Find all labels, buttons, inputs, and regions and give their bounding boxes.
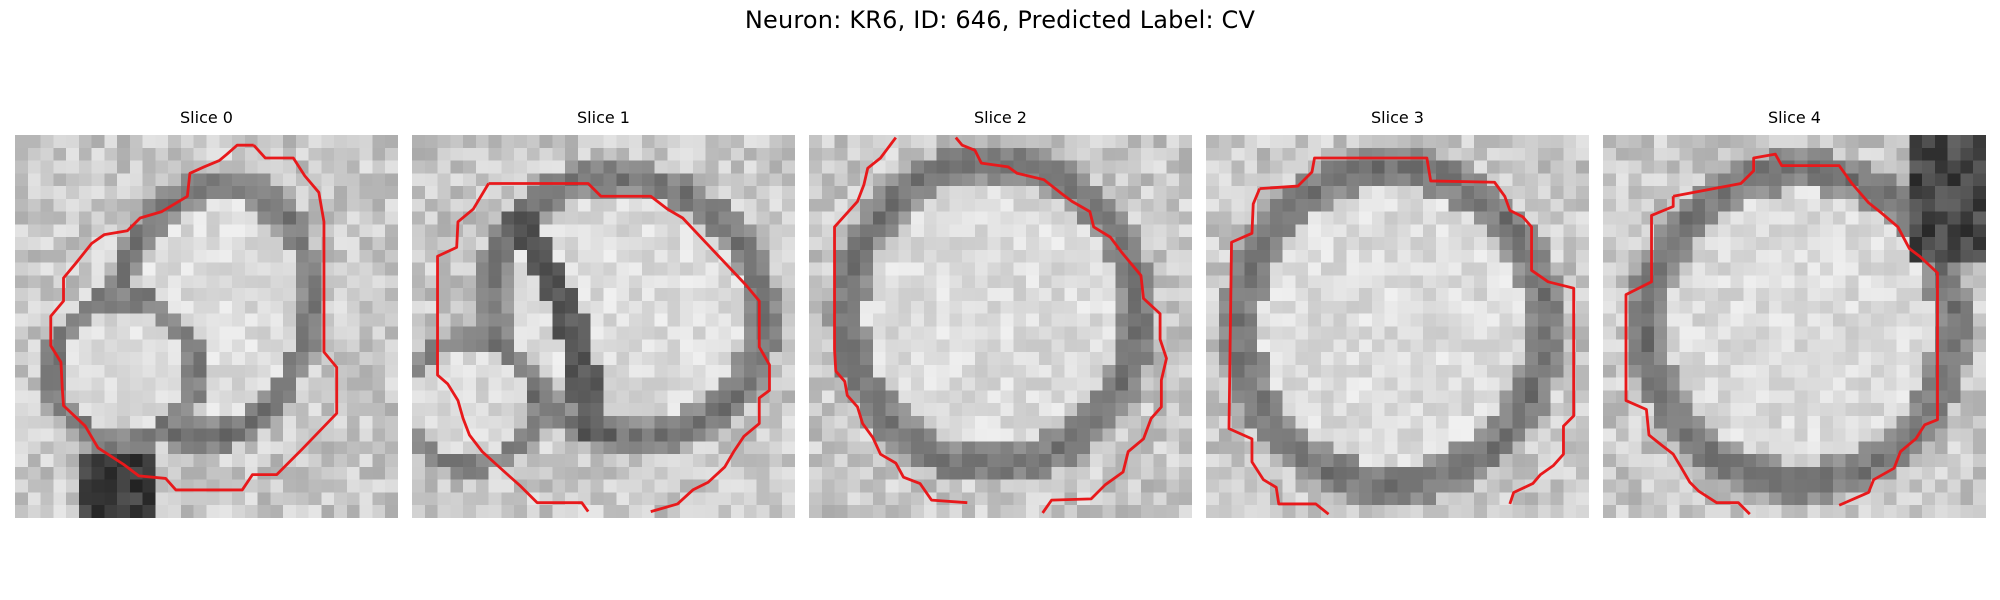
segmentation-contour [1259, 156, 1576, 505]
pixel-grid [809, 135, 1192, 518]
slice-title: Slice 3 [1371, 108, 1424, 127]
segmentation-contour [1672, 152, 1939, 507]
segmentation-contour [1227, 188, 1330, 516]
segmentation-contour [833, 136, 968, 505]
segmentation-contour [1624, 196, 1751, 516]
pixel-grid [1603, 135, 1986, 518]
slice-panel-2: Slice 2 [809, 108, 1192, 520]
slice-image [15, 135, 398, 518]
figure-title: Neuron: KR6, ID: 646, Predicted Label: C… [744, 6, 1256, 34]
slice-panel-4: Slice 4 [1603, 108, 1986, 520]
pixel-grid [1206, 135, 1589, 518]
segmentation-contour [436, 182, 590, 513]
slice-image [809, 135, 1192, 518]
pixel-grid [15, 135, 398, 518]
slice-title: Slice 2 [974, 108, 1027, 127]
slice-title: Slice 1 [577, 108, 630, 127]
slice-image [412, 135, 795, 518]
slice-panel-3: Slice 3 [1206, 108, 1589, 520]
slice-panel-1: Slice 1 [412, 108, 795, 520]
slice-title: Slice 0 [180, 108, 233, 127]
slice-panel-0: Slice 0 [15, 108, 398, 520]
pixel-grid [412, 135, 795, 518]
segmentation-contour [49, 143, 339, 492]
segmentation-contour [954, 136, 1168, 514]
slice-image [1603, 135, 1986, 518]
slice-title: Slice 4 [1768, 108, 1821, 127]
segmentation-contour [488, 182, 771, 513]
slice-image [1206, 135, 1589, 518]
